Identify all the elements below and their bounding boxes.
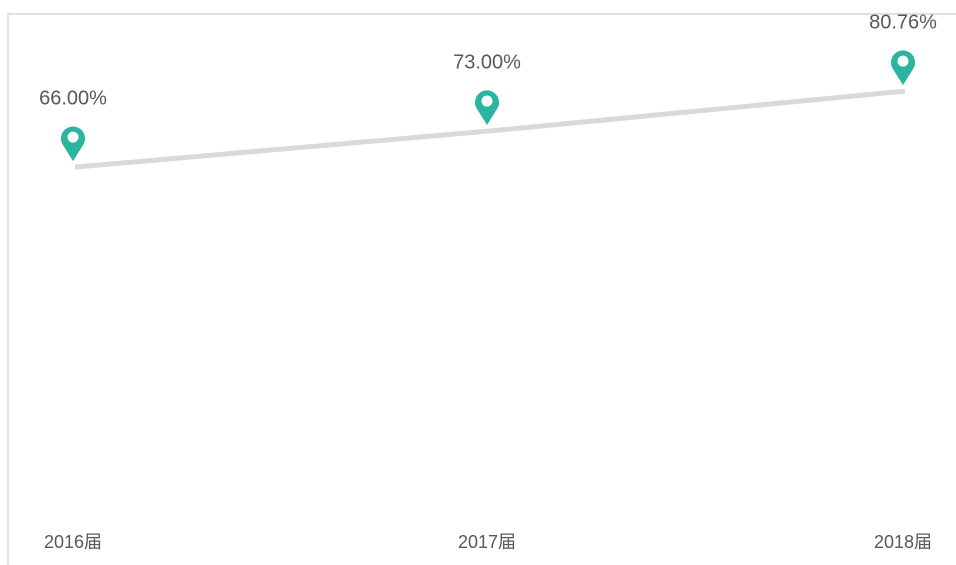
x-tick-label: 2017届: [458, 532, 516, 552]
data-label: 73.00%: [453, 51, 521, 73]
pin-marker: [61, 126, 85, 162]
pin: [891, 50, 915, 86]
pin-marker: [475, 90, 499, 126]
pin: [475, 90, 499, 126]
data-label: 66.00%: [39, 87, 107, 109]
frame: [7, 13, 956, 565]
pin-hole: [481, 95, 493, 107]
line: [74, 88, 906, 170]
pin-hole: [67, 131, 79, 143]
x-tick-label: 2016届: [44, 532, 102, 552]
data-label: 80.76%: [869, 11, 937, 33]
x-tick-label: 2018届: [874, 532, 932, 552]
pin: [61, 126, 85, 162]
pin-marker: [891, 50, 915, 86]
pin-hole: [897, 55, 909, 67]
